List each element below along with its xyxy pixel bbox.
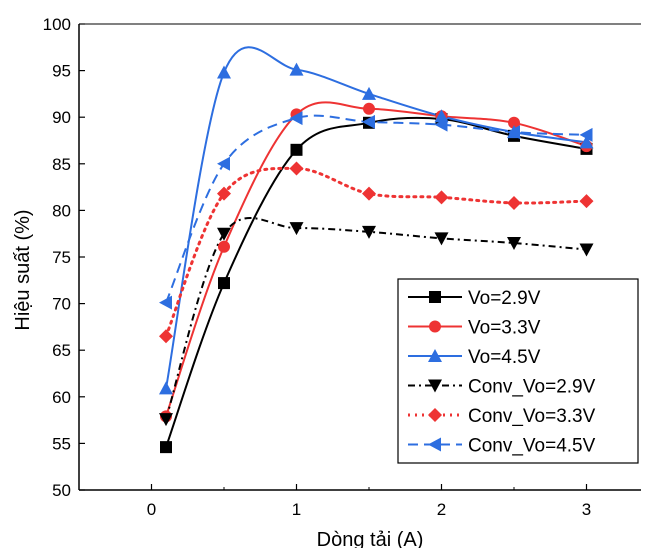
y-axis-title: Hiệu suất (%) — [12, 209, 34, 330]
legend-label: Conv_Vo=3.3V — [468, 406, 596, 427]
data-point — [289, 222, 304, 236]
y-tick-label: 90 — [52, 108, 71, 127]
legend-swatch-marker — [428, 437, 441, 452]
data-point — [507, 195, 521, 210]
y-tick-label: 55 — [52, 434, 71, 453]
data-point — [159, 413, 173, 427]
x-axis-title: Dòng tải (A) — [317, 529, 424, 548]
data-point — [434, 117, 448, 132]
data-point — [217, 227, 231, 241]
legend-label: Vo=2.9V — [468, 288, 541, 309]
data-point — [290, 143, 303, 156]
legend-box — [397, 278, 639, 464]
data-point — [289, 62, 304, 76]
y-tick-label: 95 — [52, 62, 71, 81]
x-tick-label: 2 — [437, 500, 446, 519]
data-point — [159, 381, 173, 395]
series-line-6 — [165, 114, 587, 304]
data-point — [218, 277, 230, 290]
y-tick-label: 50 — [52, 481, 71, 500]
data-point — [579, 243, 594, 257]
x-tick-label: 3 — [582, 500, 591, 519]
y-tick-label: 100 — [43, 15, 71, 34]
axes: 50 55 60 65 70 75 80 85 90 95 100 0 1 2 3 — [43, 15, 641, 519]
data-point — [217, 186, 231, 201]
data-point — [507, 237, 521, 251]
data-point — [218, 240, 230, 253]
data-point — [159, 295, 172, 310]
data-point — [579, 127, 593, 142]
data-point — [508, 116, 520, 129]
legend-swatch-marker — [428, 408, 442, 422]
data-point — [434, 232, 449, 246]
y-tick-label: 60 — [52, 388, 71, 407]
legend-swatch-marker — [428, 349, 442, 362]
legend: Vo=2.9V Vo=3.3V Vo=4.5V Conv_Vo=2.9V Conv_Vo… — [397, 278, 639, 464]
legend-label: Conv_Vo=4.5V — [468, 436, 596, 457]
x-tick-label: 1 — [292, 500, 301, 519]
y-tick-label: 80 — [52, 201, 71, 220]
data-point — [217, 65, 231, 79]
legend-swatch-marker — [429, 320, 441, 333]
y-tick-label: 75 — [52, 248, 71, 267]
y-tick-label: 65 — [52, 341, 71, 360]
data-point — [362, 86, 376, 100]
y-tick-label: 70 — [52, 295, 71, 314]
y-tick-label: 85 — [52, 155, 71, 174]
data-point — [362, 114, 375, 129]
data-point — [159, 329, 173, 344]
data-point — [434, 190, 449, 205]
data-point — [362, 225, 376, 239]
data-point — [362, 186, 376, 201]
data-point — [363, 102, 375, 115]
series-line-4 — [165, 217, 587, 420]
legend-label: Conv_Vo=2.9V — [468, 377, 596, 398]
data-point — [579, 194, 594, 209]
legend-label: Vo=4.5V — [468, 347, 541, 368]
data-point — [507, 125, 520, 140]
data-point — [289, 111, 303, 126]
legend-swatch-marker — [428, 379, 442, 393]
x-tick-label: 0 — [147, 500, 156, 519]
data-point — [289, 161, 304, 176]
series-markers — [159, 62, 594, 454]
data-point — [160, 441, 172, 454]
data-point — [217, 156, 230, 171]
data-point — [579, 135, 594, 149]
legend-label: Vo=3.3V — [468, 318, 541, 339]
legend-swatch-marker — [429, 291, 441, 303]
